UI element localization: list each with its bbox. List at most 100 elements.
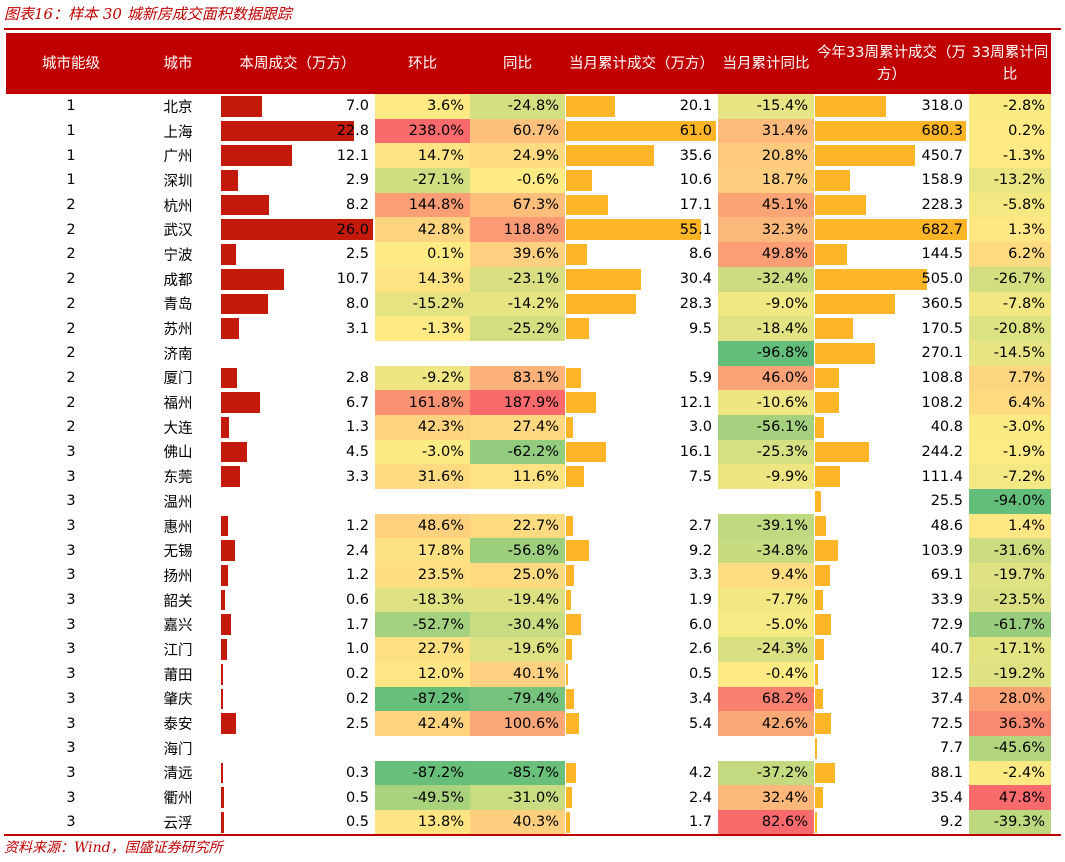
cell-week-bar bbox=[221, 318, 239, 339]
cell-week: 12.1 bbox=[220, 143, 375, 168]
cell-ytd: 450.7 bbox=[814, 143, 969, 168]
cell-month-yoy: -9.9% bbox=[718, 464, 814, 489]
cell-week: 0.6 bbox=[220, 588, 375, 613]
cell-month-value: 16.1 bbox=[679, 443, 712, 460]
cell-yoy: -85.7% bbox=[470, 760, 565, 786]
cell-ytd-yoy: 6.4% bbox=[969, 390, 1051, 415]
cell-tier: 2 bbox=[66, 197, 76, 214]
cell-ytd-yoy: 0.2% bbox=[969, 118, 1051, 144]
cell-week: 2.8 bbox=[220, 366, 375, 391]
source-note: 资料来源：Wind，国盛证券研究所 bbox=[4, 840, 223, 856]
cell-month: 5.4 bbox=[565, 711, 718, 736]
cell-month-yoy: -18.4% bbox=[718, 316, 814, 341]
cell-week-bar bbox=[221, 170, 238, 191]
cell-week bbox=[220, 341, 375, 366]
cell-month-yoy bbox=[718, 489, 814, 514]
cell-ytd-bar bbox=[815, 663, 818, 685]
cell-month-bar bbox=[566, 811, 570, 833]
cell-tier: 2 bbox=[66, 394, 76, 411]
cell-month-yoy: -10.6% bbox=[718, 390, 814, 415]
cell-wow bbox=[375, 736, 470, 761]
cell-ytd: 48.6 bbox=[814, 514, 969, 539]
cell-tier: 3 bbox=[66, 690, 76, 707]
cell-month-value: 3.3 bbox=[688, 567, 712, 584]
cell-week-bar bbox=[221, 762, 223, 784]
cell-wow bbox=[375, 341, 470, 366]
cell-wow: -52.7% bbox=[375, 612, 470, 638]
cell-month-yoy: 46.0% bbox=[718, 365, 814, 391]
cell-tier: 3 bbox=[66, 715, 76, 732]
cell-ytd-yoy: -17.1% bbox=[969, 637, 1051, 662]
cell-wow: 31.6% bbox=[375, 464, 470, 489]
table-row: 2 大连 1.3 42.3% 27.4% 3.0 -56.1% 40.8 -3.0% bbox=[6, 414, 1051, 440]
cell-week: 1.3 bbox=[220, 415, 375, 440]
cell-week-value: 0.2 bbox=[345, 666, 369, 683]
cell-month-value: 55.1 bbox=[679, 221, 712, 238]
cell-month-value: 2.4 bbox=[688, 789, 712, 806]
cell-ytd-yoy: -19.7% bbox=[969, 563, 1051, 588]
cell-week: 0.5 bbox=[220, 810, 375, 835]
cell-week: 1.7 bbox=[220, 612, 375, 637]
cell-month-yoy: 18.7% bbox=[718, 168, 814, 193]
cell-month-bar bbox=[566, 392, 596, 413]
cell-ytd-value: 360.5 bbox=[921, 295, 963, 312]
cell-ytd-value: 108.8 bbox=[921, 369, 963, 386]
cell-ytd-bar bbox=[815, 639, 824, 660]
cell-month-yoy: -25.3% bbox=[718, 439, 814, 465]
cell-week-value: 6.7 bbox=[345, 394, 369, 411]
cell-ytd: 144.5 bbox=[814, 242, 969, 267]
cell-month-yoy: -37.2% bbox=[718, 760, 814, 786]
cell-yoy: 27.4% bbox=[470, 414, 565, 440]
table-row: 1 北京 7.0 3.6% -24.8% 20.1 -15.4% 318.0 -2.8% bbox=[6, 94, 1051, 119]
cell-month bbox=[565, 341, 718, 366]
cell-ytd: 40.7 bbox=[814, 637, 969, 662]
cell-week-value: 1.0 bbox=[345, 641, 369, 658]
cell-wow: 3.6% bbox=[375, 94, 470, 119]
cell-ytd-value: 103.9 bbox=[921, 542, 963, 559]
cell-tier: 3 bbox=[66, 789, 76, 806]
table-row: 1 上海 22.8 238.0% 60.7% 61.0 31.4% 680.3 0.2% bbox=[6, 118, 1051, 144]
cell-month-yoy: -7.7% bbox=[718, 587, 814, 613]
cell-week: 6.7 bbox=[220, 390, 375, 415]
cell-ytd-bar bbox=[815, 392, 839, 413]
cell-tier: 3 bbox=[66, 468, 76, 485]
cell-month-bar bbox=[566, 589, 571, 611]
cell-week-bar bbox=[221, 120, 354, 142]
cell-week-value: 0.5 bbox=[345, 814, 369, 831]
cell-month-bar bbox=[566, 318, 589, 339]
cell-yoy: -31.0% bbox=[470, 785, 565, 810]
cell-month-value: 5.4 bbox=[688, 715, 712, 732]
cell-month: 1.9 bbox=[565, 588, 718, 613]
cell-week-value: 2.9 bbox=[345, 172, 369, 189]
cell-month-yoy: -24.3% bbox=[718, 637, 814, 662]
cell-week: 7.0 bbox=[220, 94, 375, 119]
cell-wow: 48.6% bbox=[375, 513, 470, 539]
cell-ytd-bar bbox=[815, 441, 869, 463]
cell-city: 无锡 bbox=[163, 544, 193, 561]
cell-ytd-value: 270.1 bbox=[921, 345, 963, 362]
cell-ytd-yoy: 47.8% bbox=[969, 785, 1051, 810]
header-month: 当月累计成交（万方） bbox=[565, 33, 718, 94]
header-wow: 环比 bbox=[375, 33, 470, 94]
cell-ytd-value: 158.9 bbox=[921, 172, 963, 189]
bottom-rule bbox=[4, 834, 1061, 836]
cell-month: 2.4 bbox=[565, 785, 718, 810]
cell-month: 4.2 bbox=[565, 761, 718, 786]
table-row: 3 韶关 0.6 -18.3% -19.4% 1.9 -7.7% 33.9 -23.5% bbox=[6, 587, 1051, 613]
cell-yoy: 39.6% bbox=[470, 242, 565, 267]
table-row: 3 佛山 4.5 -3.0% -62.2% 16.1 -25.3% 244.2 -1.9% bbox=[6, 439, 1051, 465]
cell-month-bar bbox=[566, 194, 608, 216]
cell-week-value: 22.8 bbox=[336, 123, 369, 140]
cell-month: 9.5 bbox=[565, 316, 718, 341]
cell-week: 1.2 bbox=[220, 514, 375, 539]
cell-ytd-bar bbox=[815, 713, 831, 734]
cell-ytd-yoy: 36.3% bbox=[969, 711, 1051, 736]
cell-month-bar bbox=[566, 515, 573, 537]
cell-week-bar bbox=[221, 688, 223, 710]
cell-ytd-value: 144.5 bbox=[921, 246, 963, 263]
cell-yoy: 40.1% bbox=[470, 661, 565, 687]
cell-week: 4.5 bbox=[220, 440, 375, 465]
cell-month-bar bbox=[566, 293, 636, 315]
cell-ytd: 25.5 bbox=[814, 489, 969, 514]
cell-ytd-bar bbox=[815, 762, 835, 784]
